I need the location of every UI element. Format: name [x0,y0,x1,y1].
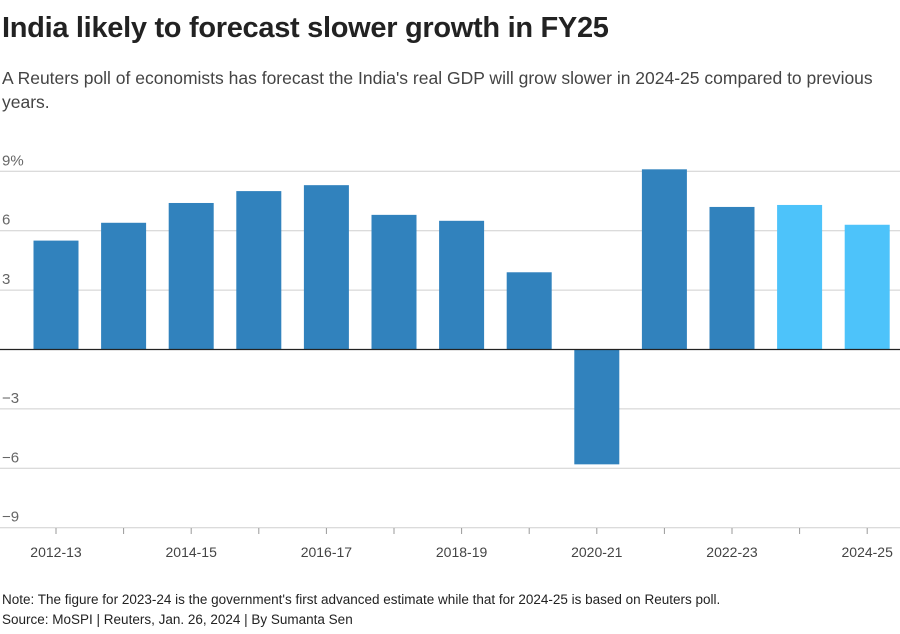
x-tick-label: 2012-13 [30,544,82,560]
y-tick-label: 9% [2,152,24,169]
bar-2022-23 [709,206,755,350]
y-tick-label: 3 [2,271,10,288]
x-tick-label: 2014-15 [166,544,218,560]
x-tick-label: 2022-23 [706,544,758,560]
bar-2020-21 [574,349,620,465]
bar-2021-22 [641,169,687,350]
bar-2019-20 [506,272,552,350]
y-tick-label: −6 [2,449,19,466]
x-tick-label: 2018-19 [436,544,488,560]
bar-2018-19 [439,220,485,350]
y-tick-label: −9 [2,509,19,526]
x-tick-label: 2016-17 [301,544,353,560]
chart-title: India likely to forecast slower growth i… [2,12,609,44]
chart-subtitle: A Reuters poll of economists has forecas… [2,68,873,112]
bar-2012-13 [33,240,79,350]
x-tick-label: 2020-21 [571,544,623,560]
bar-2015-16 [236,191,282,350]
footnote: Note: The figure for 2023-24 is the gove… [2,592,721,607]
bar-2023-24 [777,204,823,350]
bar-2013-14 [101,222,147,350]
source-line: Source: MoSPI | Reuters, Jan. 26, 2024 |… [2,612,353,627]
bar-2014-15 [168,202,214,350]
x-tick-label: 2024-25 [842,544,894,560]
bar-2016-17 [303,185,349,350]
y-tick-label: −3 [2,390,19,407]
bar-2024-25 [844,224,890,350]
bar-2017-18 [371,214,417,350]
y-tick-label: 6 [2,212,10,229]
